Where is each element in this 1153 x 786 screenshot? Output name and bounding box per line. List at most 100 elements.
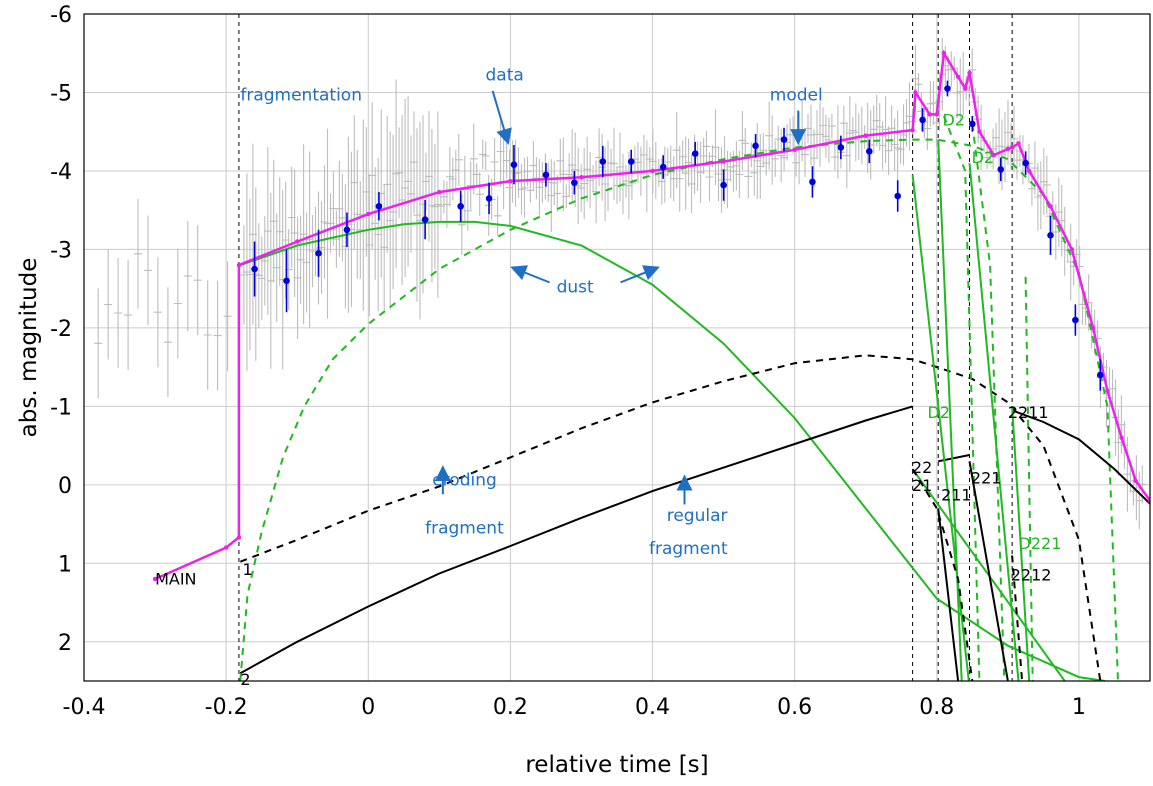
annotation-label: 211	[941, 486, 972, 505]
measurement-noise	[94, 37, 1147, 530]
data-point	[865, 148, 873, 155]
fragmentation-lines	[238, 14, 1013, 681]
model-marker	[927, 112, 932, 117]
data-point	[343, 226, 351, 234]
x-tick-label: 0	[361, 695, 375, 720]
data-point	[1072, 316, 1079, 324]
series-line	[239, 354, 1102, 681]
annotation-label: D2	[942, 110, 965, 129]
model-marker	[1026, 168, 1032, 174]
fragment-decay-line	[937, 508, 960, 681]
fragment-decay-line	[911, 174, 970, 681]
x-tick-label: 0.4	[635, 695, 670, 720]
data-point	[1096, 371, 1104, 379]
annotation-label: 1	[242, 560, 252, 579]
data-point	[720, 181, 727, 189]
model-marker	[1048, 204, 1053, 209]
annotation-label: fragment	[649, 539, 728, 559]
fragment-decay-line	[971, 123, 1006, 681]
model-marker	[792, 147, 797, 152]
model-marker	[941, 51, 947, 56]
y-tick-label: 0	[58, 474, 72, 499]
series-line	[912, 138, 1119, 681]
data-point	[627, 158, 635, 165]
data-point	[919, 116, 926, 124]
model-marker	[152, 576, 158, 582]
data-point	[571, 179, 578, 187]
fragment-decay-line	[968, 163, 1020, 681]
data-point	[837, 144, 845, 151]
annotation-label: fragment	[425, 518, 504, 538]
y-tick-label: -4	[50, 160, 72, 185]
plot-frame	[83, 13, 1151, 682]
annotation-arrow	[491, 90, 512, 145]
data-point	[599, 158, 607, 165]
x-tick-label: -0.4	[63, 695, 106, 720]
data-point	[894, 192, 902, 200]
data-point	[457, 202, 464, 210]
y-tick-label: -1	[50, 395, 72, 420]
model-curves	[239, 115, 1150, 681]
annotation-label: model	[770, 85, 823, 105]
model-marker	[508, 178, 513, 184]
fragment-decay-line	[942, 115, 981, 681]
y-axis-title: abs. magnitude	[16, 258, 42, 438]
y-tick-label: -5	[50, 81, 72, 106]
x-axis-title: relative time [s]	[525, 752, 708, 778]
annotation-label: regular	[667, 506, 728, 526]
annotation-label: 2211	[1008, 403, 1049, 422]
annotation-label: fragmentation	[240, 85, 362, 105]
fragment-decay-line	[937, 139, 963, 681]
annotation-label: dust	[557, 278, 594, 298]
annotation-label: 22	[912, 458, 932, 477]
series-line	[1011, 409, 1150, 505]
model-marker	[1119, 435, 1124, 440]
y-tick-label: -3	[50, 238, 72, 263]
annotation-label: D221	[1019, 534, 1062, 553]
annotation-arrow	[620, 265, 660, 284]
model-marker	[295, 239, 300, 244]
model-marker	[1016, 141, 1021, 146]
data-point	[421, 216, 429, 223]
model-marker	[991, 153, 996, 158]
series-line	[239, 405, 913, 675]
x-tick-label: 0.6	[777, 695, 812, 720]
model-marker	[863, 133, 868, 138]
y-tick-label: 2	[58, 631, 72, 656]
annotation-label: D2	[928, 403, 951, 422]
model-marker	[1009, 145, 1015, 150]
annotation-label: 221	[971, 468, 1002, 487]
data-point	[375, 202, 383, 210]
model-marker	[963, 86, 968, 91]
fragment-decay-line	[968, 461, 1009, 681]
data-point	[1022, 159, 1029, 167]
data-point	[510, 161, 518, 168]
x-tick-label: 0.8	[919, 695, 954, 720]
data-points	[94, 37, 1147, 530]
fragment-decay-line	[1011, 555, 1024, 681]
x-tick-label: -0.2	[205, 695, 248, 720]
annotation-label: MAIN	[155, 569, 196, 588]
model-marker	[650, 168, 655, 174]
annotation-label: 2	[240, 670, 250, 689]
model-marker	[366, 211, 371, 217]
model-marker	[1005, 146, 1011, 152]
model-marker	[236, 262, 242, 268]
data-point	[542, 171, 550, 179]
data-point	[944, 85, 951, 92]
data-point	[485, 195, 493, 202]
annotation-arrow	[510, 265, 550, 284]
data-point	[752, 142, 759, 150]
data-point	[780, 136, 788, 143]
data-point	[283, 277, 290, 285]
model-marker	[934, 112, 939, 117]
model-marker	[955, 74, 961, 79]
model-marker	[1105, 388, 1110, 393]
annotations: fragmentationdatamodeldusterodingfragmen…	[155, 66, 1061, 689]
tick-labels: -0.4 -0.2 0 0.2 0.4 0.6 0.8 1 -6 -5 -4 -3 -2 -1 0 1 2	[50, 3, 1086, 720]
model-marker	[721, 159, 726, 164]
model-line	[154, 49, 1150, 581]
x-tick-label: 0.2	[493, 695, 528, 720]
fragment-decay-line	[911, 468, 974, 681]
plot-frame-rect	[83, 13, 1151, 682]
